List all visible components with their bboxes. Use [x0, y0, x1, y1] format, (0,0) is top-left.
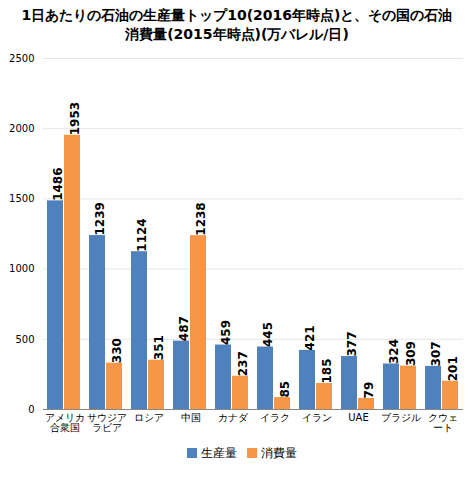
svg-text:201: 201	[446, 356, 460, 381]
svg-text:1486: 1486	[51, 167, 65, 200]
svg-text:500: 500	[15, 334, 34, 345]
svg-text:309: 309	[404, 341, 418, 366]
svg-text:0: 0	[28, 404, 34, 415]
svg-text:UAE: UAE	[348, 412, 368, 423]
svg-text:1000: 1000	[9, 263, 34, 274]
svg-text:アメリカ合衆国: アメリカ合衆国	[45, 412, 85, 433]
svg-text:351: 351	[152, 335, 166, 360]
svg-text:1239: 1239	[93, 202, 107, 235]
svg-text:クウェート: クウェート	[428, 412, 458, 433]
svg-text:421: 421	[303, 325, 317, 350]
svg-text:イラン: イラン	[302, 412, 332, 423]
html-text:1日あたりの石油の生産量トップ10(2016年時点)と、その: 1日あたりの石油の生産量トップ10(2016年時点)と、その国の石油消費量(20…	[21, 7, 453, 42]
svg-text:1124: 1124	[135, 218, 149, 251]
svg-text:307: 307	[429, 341, 443, 366]
svg-text:324: 324	[387, 339, 401, 364]
svg-text:237: 237	[236, 351, 250, 376]
svg-text:1953: 1953	[68, 102, 82, 135]
svg-text:1238: 1238	[194, 202, 208, 235]
svg-text:ロシア: ロシア	[134, 412, 164, 423]
svg-text:中国: 中国	[181, 412, 201, 423]
svg-text:330: 330	[110, 338, 124, 363]
svg-text:487: 487	[177, 316, 191, 341]
svg-text:2000: 2000	[9, 123, 34, 134]
svg-text:2500: 2500	[9, 53, 34, 64]
svg-text:サウジアラビア: サウジアラビア	[87, 412, 127, 433]
svg-text:185: 185	[320, 358, 334, 383]
svg-text:カナダ: カナダ	[218, 412, 249, 423]
svg-text:1500: 1500	[9, 193, 34, 204]
svg-text:イラク: イラク	[260, 412, 290, 423]
svg-text:459: 459	[219, 320, 233, 345]
svg-text:445: 445	[261, 322, 275, 347]
svg-text:377: 377	[345, 332, 359, 357]
html-text:生産量: 生産量	[201, 446, 237, 460]
svg-text:79: 79	[362, 382, 376, 399]
html-text:消費量: 消費量	[261, 446, 297, 460]
svg-text:ブラジル: ブラジル	[381, 412, 421, 423]
svg-text:85: 85	[278, 381, 292, 398]
